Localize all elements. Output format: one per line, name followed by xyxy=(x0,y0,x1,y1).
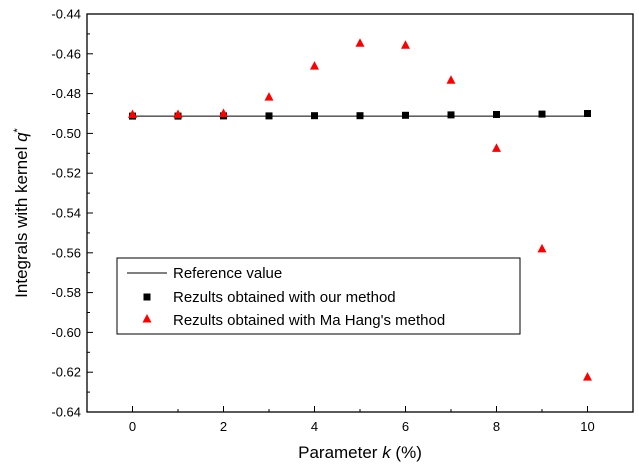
square-point xyxy=(402,111,409,119)
y-tick-label: -0.54 xyxy=(51,206,81,221)
triangle-point xyxy=(219,108,228,117)
triangle-point xyxy=(128,109,137,118)
x-tick-label: 10 xyxy=(580,419,594,434)
triangle-point xyxy=(310,61,319,70)
y-tick-label: -0.56 xyxy=(51,245,81,260)
square-point xyxy=(493,110,500,118)
y-tick-label: -0.52 xyxy=(51,166,81,181)
y-axis-title-prefix: Integrals with kernel xyxy=(12,142,31,298)
legend: Reference value Rezults obtained with ou… xyxy=(116,257,521,335)
legend-swatch-triangle-marker xyxy=(142,314,152,323)
x-tick-label: 4 xyxy=(311,419,318,434)
ticks-layer: 0 2 4 6 8 10 -0.64 -0.62 -0.60 -0.58 -0.56 -0.54 -0.… xyxy=(51,7,634,434)
triangle-point xyxy=(446,75,456,84)
square-point xyxy=(584,110,591,117)
x-axis-title-suffix: (%) xyxy=(391,443,422,462)
legend-label-reference: Reference value xyxy=(173,265,282,282)
triangle-point xyxy=(264,92,274,101)
triangle-point xyxy=(173,109,183,118)
x-axis-title-variable: k xyxy=(382,443,392,462)
plot-frame xyxy=(86,13,634,413)
y-tick-label: -0.48 xyxy=(51,86,81,101)
y-tick-label: -0.50 xyxy=(51,126,81,141)
y-axis-title-variable: q xyxy=(12,132,31,142)
x-tick-label: 6 xyxy=(402,419,409,434)
triangle-point xyxy=(401,40,410,49)
y-tick-label: -0.44 xyxy=(51,7,81,22)
legend-label-our-method: Rezults obtained with our method xyxy=(173,289,396,306)
y-axis-title-group: Integrals with kernel q* xyxy=(12,127,31,297)
y-tick-label: -0.46 xyxy=(51,46,81,61)
x-axis-title-prefix: Parameter xyxy=(298,443,382,462)
triangle-point xyxy=(355,38,365,47)
y-tick-label: -0.60 xyxy=(51,325,81,340)
y-axis-title: Integrals with kernel q* xyxy=(12,127,31,297)
triangle-point xyxy=(492,143,501,152)
x-tick-label: 8 xyxy=(493,419,500,434)
square-point xyxy=(447,111,455,119)
legend-swatch-square-marker xyxy=(143,293,151,301)
y-tick-label: -0.64 xyxy=(51,405,81,420)
x-axis-title: Parameter k (%) xyxy=(298,443,422,462)
square-point xyxy=(311,112,318,120)
y-tick-label: -0.58 xyxy=(51,285,81,300)
square-point xyxy=(265,112,273,120)
triangle-point xyxy=(583,372,592,381)
triangle-point xyxy=(537,243,547,253)
legend-box xyxy=(116,257,521,335)
points-layer xyxy=(128,38,592,381)
x-tick-label: 2 xyxy=(220,419,227,434)
square-point xyxy=(538,110,546,118)
square-point xyxy=(356,112,364,120)
y-tick-label: -0.62 xyxy=(51,365,81,380)
x-tick-label: 0 xyxy=(129,419,136,434)
y-axis-title-superscript: * xyxy=(12,127,24,132)
legend-label-ma-hang-method: Rezults obtained with Ma Hang's method xyxy=(173,312,445,329)
